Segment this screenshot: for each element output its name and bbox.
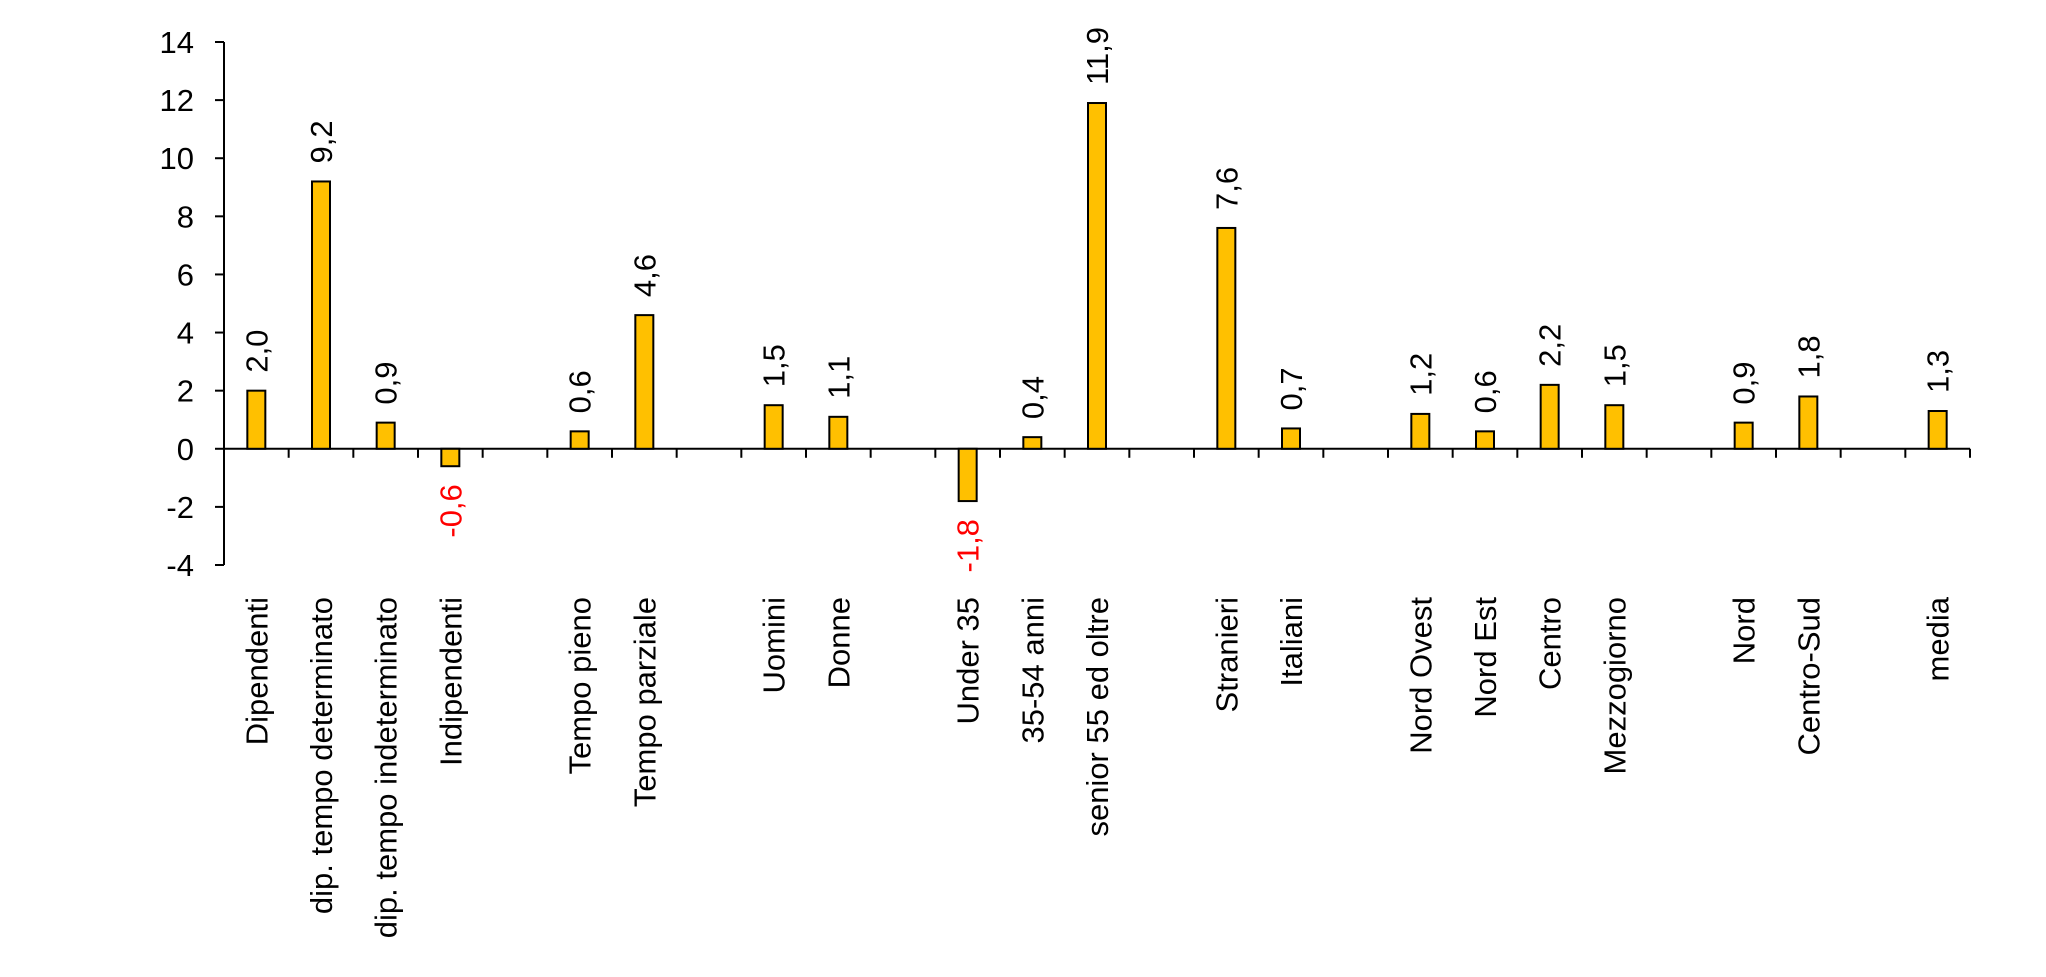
- category-label: Mezzogiorno: [1597, 597, 1632, 774]
- bar: [1216, 226, 1237, 450]
- bar: [1539, 383, 1560, 450]
- category-label: Italiani: [1274, 597, 1309, 687]
- bar: [763, 404, 784, 450]
- bar: [1475, 430, 1495, 450]
- category-label: Nord: [1727, 597, 1762, 664]
- y-tick-label: 8: [177, 199, 194, 234]
- category-label: Tempo parziale: [627, 597, 662, 807]
- bar: [1087, 102, 1107, 450]
- category-label: dip. tempo indeterminato: [369, 597, 404, 938]
- y-tick-label: 14: [160, 25, 194, 60]
- category-label: Under 35: [951, 597, 986, 725]
- category-label: 35-54 anni: [1015, 597, 1050, 744]
- data-labels: 2,0 9,2 0,9 -0,6 0,6 4,6 1,5 1,1 -1,8 0,4 11,9 7,6 0…: [239, 27, 1955, 573]
- data-label: 1,1: [821, 356, 856, 399]
- y-tick-label: 0: [177, 432, 194, 467]
- bars: [246, 102, 1948, 503]
- data-label: 11,9: [1080, 27, 1115, 85]
- bar: [375, 421, 396, 450]
- data-label: 0,9: [369, 362, 404, 405]
- category-label: Indipendenti: [433, 597, 468, 766]
- data-label: -0,6: [433, 484, 468, 537]
- data-label: 9,2: [304, 120, 339, 163]
- x-axis: [224, 447, 1971, 458]
- data-label: -1,8: [951, 519, 986, 572]
- y-tick-label: 12: [160, 83, 194, 118]
- bar: [1410, 412, 1431, 450]
- data-label: 2,2: [1533, 324, 1568, 367]
- category-label: dip. tempo determinato: [304, 597, 339, 914]
- bar: [311, 180, 331, 450]
- category-label: Stranieri: [1209, 597, 1244, 712]
- category-label: Centro: [1533, 597, 1568, 690]
- category-label: media: [1921, 596, 1956, 681]
- data-label: 0,6: [563, 370, 598, 413]
- category-label: Centro-Sud: [1791, 597, 1826, 756]
- bar: [1604, 404, 1625, 450]
- data-label: 0,9: [1727, 362, 1762, 405]
- bar: [634, 314, 655, 450]
- bar: [569, 430, 590, 450]
- data-label: 7,6: [1209, 167, 1244, 210]
- data-label: 1,8: [1791, 335, 1826, 378]
- category-labels: Dipendenti dip. tempo determinato dip. tem…: [239, 596, 1955, 938]
- category-label: Nord Est: [1468, 597, 1503, 718]
- bar: [1022, 436, 1043, 450]
- y-tick-label: 10: [160, 141, 194, 176]
- data-label: 4,6: [627, 254, 662, 297]
- data-label: 1,5: [1597, 344, 1632, 387]
- data-label: 0,6: [1468, 370, 1503, 413]
- data-label: 2,0: [239, 330, 274, 373]
- bar: [1281, 427, 1301, 450]
- data-label: 1,3: [1921, 350, 1956, 393]
- bar: [1733, 421, 1754, 450]
- category-label: Uomini: [757, 597, 792, 693]
- category-label: Tempo pieno: [563, 597, 598, 775]
- category-label: Dipendenti: [239, 597, 274, 745]
- data-label: 0,7: [1274, 367, 1309, 410]
- y-tick-label: 4: [177, 316, 194, 351]
- bar: [1927, 410, 1948, 450]
- bar: [1798, 395, 1819, 450]
- bar: [246, 389, 267, 450]
- data-label: 0,4: [1015, 376, 1050, 419]
- y-tick-label: -4: [166, 548, 194, 583]
- y-tick-label: -2: [166, 490, 194, 525]
- data-label: 1,2: [1403, 353, 1438, 396]
- data-label: 1,5: [757, 344, 792, 387]
- y-tick-label: 6: [177, 257, 194, 292]
- category-label: senior 55 ed oltre: [1080, 597, 1115, 837]
- y-axis: -4 -2 0 2 4 6 8 10 12 14: [160, 25, 225, 583]
- category-label: Nord Ovest: [1403, 597, 1438, 754]
- bar: [828, 415, 849, 450]
- bar: [957, 447, 978, 503]
- bar: [440, 447, 461, 468]
- category-label: Donne: [821, 597, 856, 688]
- y-tick-label: 2: [177, 374, 194, 409]
